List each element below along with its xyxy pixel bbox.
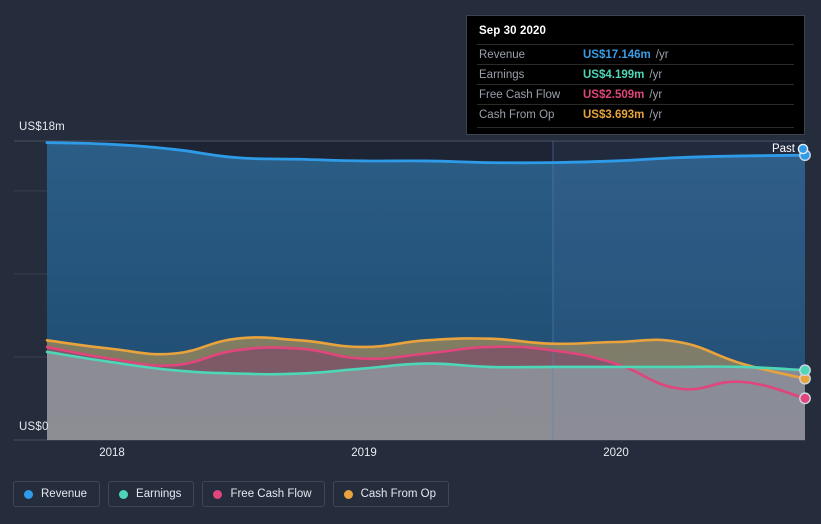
tooltip-series-unit: /yr bbox=[655, 49, 669, 61]
x-axis-tick-label: 2018 bbox=[99, 447, 125, 459]
chart-plot-area[interactable] bbox=[0, 0, 821, 470]
tooltip-series-value: US$2.509m bbox=[583, 89, 645, 101]
tooltip-series-value: US$4.199m bbox=[583, 69, 645, 81]
tooltip-row: Earnings US$4.199m/yr bbox=[477, 64, 794, 84]
chart-svg bbox=[14, 140, 811, 441]
tooltip-series-name: Free Cash Flow bbox=[479, 89, 561, 101]
y-axis-min-label: US$0 bbox=[19, 421, 49, 433]
past-period-label: Past bbox=[771, 143, 795, 155]
tooltip-date: Sep 30 2020 bbox=[479, 25, 546, 37]
tooltip-bottom-divider bbox=[477, 127, 794, 128]
tooltip-series-unit: /yr bbox=[649, 69, 663, 81]
tooltip-series-name: Cash From Op bbox=[479, 109, 555, 121]
x-axis-tick-label: 2019 bbox=[351, 447, 377, 459]
tooltip-row: Free Cash Flow US$2.509m/yr bbox=[477, 84, 794, 104]
legend-item-label: Earnings bbox=[136, 488, 182, 500]
legend-item-cash-from-op[interactable]: Cash From Op bbox=[332, 481, 450, 507]
legend-item-free-cash-flow[interactable]: Free Cash Flow bbox=[202, 481, 325, 507]
data-tooltip: Sep 30 2020 Revenue US$17.146m/yr Earnings… bbox=[466, 15, 805, 135]
legend-item-label: Cash From Op bbox=[360, 488, 437, 500]
tooltip-series-unit: /yr bbox=[649, 89, 663, 101]
tooltip-series-value: US$3.693m bbox=[583, 109, 645, 121]
tooltip-series-name: Revenue bbox=[479, 49, 526, 61]
legend-item-label: Free Cash Flow bbox=[230, 488, 312, 500]
chart-legend: Revenue Earnings Free Cash Flow Cash From O… bbox=[13, 481, 450, 507]
tooltip-row: Cash From Op US$3.693m/yr bbox=[477, 104, 794, 124]
tooltip-series-name: Earnings bbox=[479, 69, 525, 81]
tooltip-rows: Revenue US$17.146m/yr Earnings US$4.199m/yr… bbox=[477, 44, 794, 124]
tooltip-series-unit: /yr bbox=[649, 109, 663, 121]
legend-item-revenue[interactable]: Revenue bbox=[13, 481, 101, 507]
tooltip-series-value: US$17.146m bbox=[583, 49, 651, 61]
legend-color-dot-icon bbox=[343, 489, 353, 499]
y-axis-max-label: US$18m bbox=[19, 121, 65, 133]
legend-color-dot-icon bbox=[213, 489, 223, 499]
legend-item-earnings[interactable]: Earnings bbox=[108, 481, 195, 507]
tooltip-row: Revenue US$17.146m/yr bbox=[477, 44, 794, 64]
x-axis-tick-label: 2020 bbox=[603, 447, 629, 459]
legend-color-dot-icon bbox=[24, 489, 33, 499]
legend-item-label: Revenue bbox=[41, 488, 88, 500]
legend-color-dot-icon bbox=[119, 489, 129, 499]
